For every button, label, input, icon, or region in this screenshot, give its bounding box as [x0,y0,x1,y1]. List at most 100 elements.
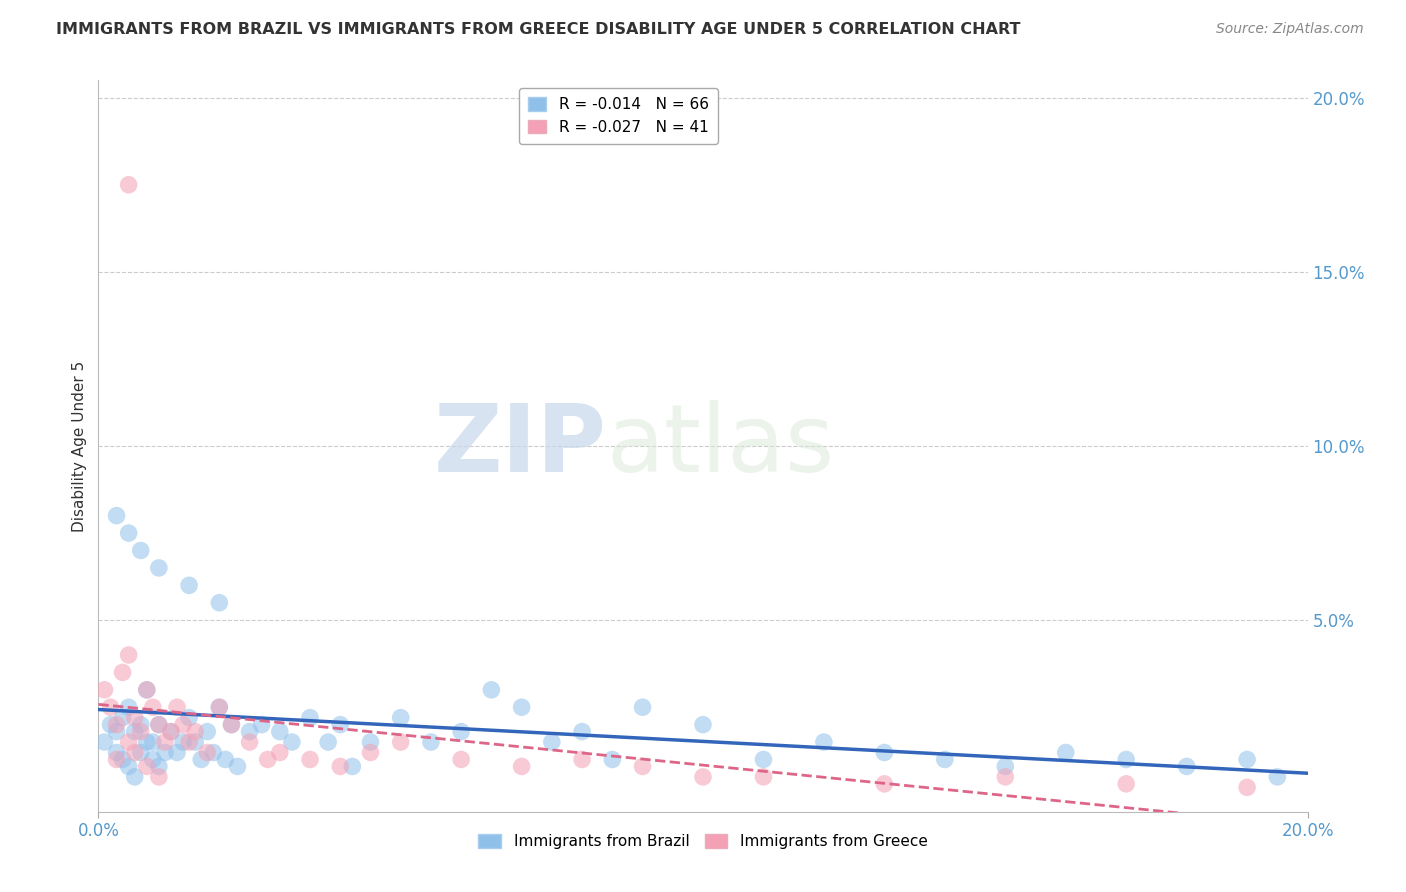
Point [269,746,291,760]
Point [226,759,249,773]
Point [873,777,896,791]
Point [692,770,714,784]
Point [105,508,128,523]
Point [360,735,382,749]
Point [571,724,593,739]
Point [129,724,152,739]
Point [124,746,146,760]
Point [124,770,146,784]
Point [994,770,1017,784]
Point [135,759,157,773]
Point [135,735,157,749]
Point [111,711,134,725]
Point [450,752,472,766]
Point [148,717,170,731]
Point [118,178,141,192]
Point [105,724,128,739]
Point [813,735,835,749]
Point [221,717,243,731]
Point [256,752,278,766]
Point [172,735,194,749]
Point [1115,777,1137,791]
Point [148,759,170,773]
Point [1115,752,1137,766]
Point [105,752,128,766]
Point [179,578,201,592]
Y-axis label: Disability Age Under 5: Disability Age Under 5 [72,360,87,532]
Point [105,746,128,760]
Legend: Immigrants from Brazil, Immigrants from Greece: Immigrants from Brazil, Immigrants from … [472,828,934,855]
Point [221,717,243,731]
Point [571,752,593,766]
Point [160,724,183,739]
Point [202,746,225,760]
Point [184,735,207,749]
Point [195,724,218,739]
Point [342,759,364,773]
Point [994,759,1017,773]
Point [195,746,218,760]
Point [172,717,194,731]
Point [118,759,141,773]
Point [752,752,775,766]
Point [129,543,152,558]
Point [135,682,157,697]
Point [510,759,533,773]
Point [299,752,322,766]
Point [450,724,472,739]
Point [179,735,201,749]
Point [100,700,122,714]
Point [93,682,115,697]
Point [118,735,141,749]
Point [160,724,183,739]
Point [316,735,339,749]
Point [540,735,562,749]
Point [142,735,165,749]
Point [129,746,152,760]
Point [148,717,170,731]
Point [124,724,146,739]
Point [208,596,231,610]
Point [250,717,273,731]
Point [118,648,141,662]
Point [631,700,654,714]
Point [153,746,176,760]
Point [179,711,201,725]
Point [239,724,262,739]
Point [118,700,141,714]
Point [93,735,115,749]
Point [389,735,412,749]
Text: atlas: atlas [606,400,835,492]
Point [299,711,322,725]
Point [135,682,157,697]
Point [166,746,188,760]
Point [124,711,146,725]
Point [111,665,134,680]
Point [329,759,352,773]
Point [934,752,956,766]
Point [1236,780,1258,795]
Point [239,735,262,749]
Point [129,717,152,731]
Point [631,759,654,773]
Point [1236,752,1258,766]
Point [148,770,170,784]
Point [360,746,382,760]
Point [208,700,231,714]
Point [142,700,165,714]
Point [329,717,352,731]
Point [1054,746,1077,760]
Point [420,735,443,749]
Point [118,526,141,541]
Point [602,752,624,766]
Point [269,724,291,739]
Point [692,717,714,731]
Text: IMMIGRANTS FROM BRAZIL VS IMMIGRANTS FROM GREECE DISABILITY AGE UNDER 5 CORRELAT: IMMIGRANTS FROM BRAZIL VS IMMIGRANTS FRO… [56,22,1021,37]
Point [873,746,896,760]
Point [153,735,176,749]
Point [166,700,188,714]
Point [142,752,165,766]
Point [100,717,122,731]
Point [481,682,503,697]
Point [281,735,304,749]
